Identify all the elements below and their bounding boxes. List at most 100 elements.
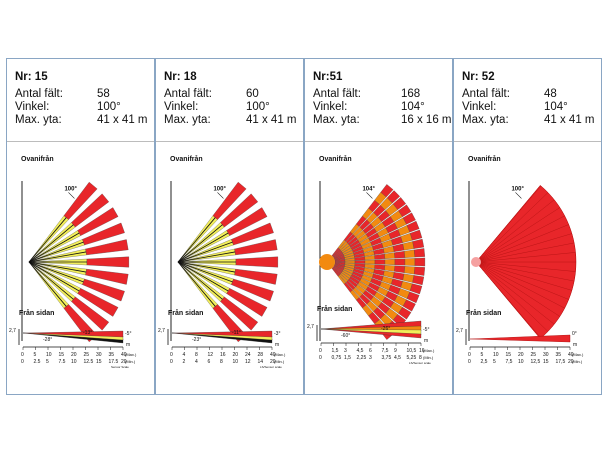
panel-nr52: Nr: 52 Antal fält: 48 Vinkel: 104° Max. yt… — [453, 58, 602, 395]
angle-label-3: -5° — [423, 327, 429, 333]
zone-ray-segment — [374, 253, 386, 260]
zone-ray-segment — [404, 249, 416, 258]
zone-ray-segment — [409, 229, 423, 241]
tick-label-min: 7,5 — [506, 359, 513, 365]
zone-line — [475, 207, 560, 263]
units-label: m — [275, 342, 279, 348]
coverage-diagram: Ovanifrån 100° Från sidan 2,7 -23° -11° -3° m 00… — [158, 155, 286, 369]
tick-label-min: 2.5 — [34, 359, 41, 365]
zone-ray-segment — [380, 184, 394, 198]
side-beam — [171, 330, 273, 338]
zone-ray-segment — [406, 220, 420, 233]
view-label-side: Från sidan — [466, 309, 501, 317]
view-label-side: Från sidan — [19, 309, 54, 317]
zone-line — [475, 261, 576, 272]
tick-label-min: 8 — [220, 359, 223, 365]
height-label: 2,7 — [307, 324, 314, 330]
zone-ray-segment — [412, 238, 425, 249]
zone-line — [475, 261, 555, 325]
tick-label-max: 0 — [319, 348, 322, 354]
side-beam — [22, 330, 124, 338]
view-label-top: Ovanifrån — [21, 155, 54, 163]
tick-label-max: 5 — [34, 352, 37, 358]
zone-ray-segment — [413, 248, 426, 258]
min-label: (Min.) — [572, 359, 583, 364]
zone-centerline — [177, 251, 236, 263]
zone-centerline — [28, 241, 84, 263]
zone-ray-red — [234, 239, 278, 256]
angle-label-1: -28° — [43, 337, 52, 343]
tick-label-min: 0 — [21, 359, 24, 365]
zone-centerline — [28, 261, 84, 283]
tick-label-min: 0 — [319, 355, 322, 361]
zone-ray-segment — [414, 257, 426, 267]
view-label-side: Från sidan — [317, 305, 352, 313]
zone-ray-segment — [402, 273, 415, 283]
zone-line — [475, 192, 549, 263]
coverage-diagram: Ovanifrån 100° Från sidan 2,7 -28° -13° -5° m 00… — [9, 155, 137, 369]
height-label: 2,7 — [9, 328, 16, 334]
zone-line — [475, 261, 560, 317]
zone-line — [475, 252, 576, 263]
zone-ray-segment — [386, 190, 400, 204]
zone-line — [475, 261, 575, 282]
tick-label-max: 0 — [468, 352, 471, 358]
tick-label-min: 3 — [369, 355, 372, 361]
tick-label-max: 25 — [531, 352, 537, 358]
angle-label: 100° — [213, 186, 226, 192]
tick-label-max: 10 — [46, 352, 52, 358]
view-label-top: Ovanifrån — [468, 155, 501, 163]
zone-ray-red — [77, 288, 119, 317]
zone-ray-segment — [374, 259, 386, 265]
tick-label-max: 15 — [59, 352, 65, 358]
zone-ray-red — [220, 296, 259, 331]
tick-label-min: 5 — [493, 359, 496, 365]
height-label: 2,7 — [158, 328, 165, 334]
zone-centerline — [28, 217, 67, 263]
tick-label-max: 4 — [183, 352, 186, 358]
tick-label-min: 17,5 — [556, 359, 566, 365]
zone-ray-red — [231, 278, 274, 302]
zone-centerline — [177, 261, 233, 283]
sensor-origin — [471, 257, 481, 267]
tick-label-min: 10 — [233, 359, 239, 365]
tick-label-max: 15 — [506, 352, 512, 358]
zone-ray-red — [82, 222, 125, 246]
panel-header: Nr: 18 Antal fält: 60 Vinkel: 100° Max. yt… — [156, 59, 303, 142]
tick-label-max: 3 — [344, 348, 347, 354]
tick-label-max: 4,5 — [357, 348, 364, 354]
tick-label-min: 2 — [183, 359, 186, 365]
tick-label-min: 12.5 — [84, 359, 94, 365]
zone-ray-segment — [412, 275, 425, 286]
sensor-origin — [319, 254, 335, 270]
tick-label-max: 10 — [493, 352, 499, 358]
angle-label: 100° — [64, 186, 77, 192]
zone-ray-red — [220, 193, 259, 228]
min-label: (Min.) — [423, 355, 434, 360]
zone-centerline — [28, 261, 74, 300]
angle-label: 104° — [362, 186, 375, 192]
zone-ray-red — [235, 256, 279, 268]
panel-title: Nr: 15 — [15, 71, 48, 83]
zone-centerline — [177, 241, 233, 263]
zone-line — [475, 233, 572, 263]
panel-title: Nr: 52 — [462, 71, 495, 83]
tick-label-min: 0,75 — [332, 355, 342, 361]
tick-label-max: 1,5 — [332, 348, 339, 354]
tick-label-max: 40 — [270, 352, 276, 358]
footnote: LS/Sensor scale — [409, 361, 431, 365]
angle-label-3: 0° — [572, 331, 577, 337]
zone-ray-red — [231, 222, 274, 246]
tick-label-max: 20 — [233, 352, 239, 358]
angle-label-1: -23° — [192, 337, 201, 343]
max-label: (Max.) — [423, 348, 435, 353]
tick-label-max: 9 — [394, 348, 397, 354]
panel-header: Nr: 15 Antal fält: 58 Vinkel: 100° Max. yt… — [7, 59, 154, 142]
tick-label-max: 10,5 — [407, 348, 417, 354]
tick-label-max: 24 — [245, 352, 251, 358]
angle-label-2: -26° — [381, 326, 390, 332]
zone-centerline — [177, 261, 229, 292]
tick-label-max: 6 — [369, 348, 372, 354]
angle-label-1: -60° — [341, 333, 350, 339]
tick-label-min: 4 — [195, 359, 198, 365]
